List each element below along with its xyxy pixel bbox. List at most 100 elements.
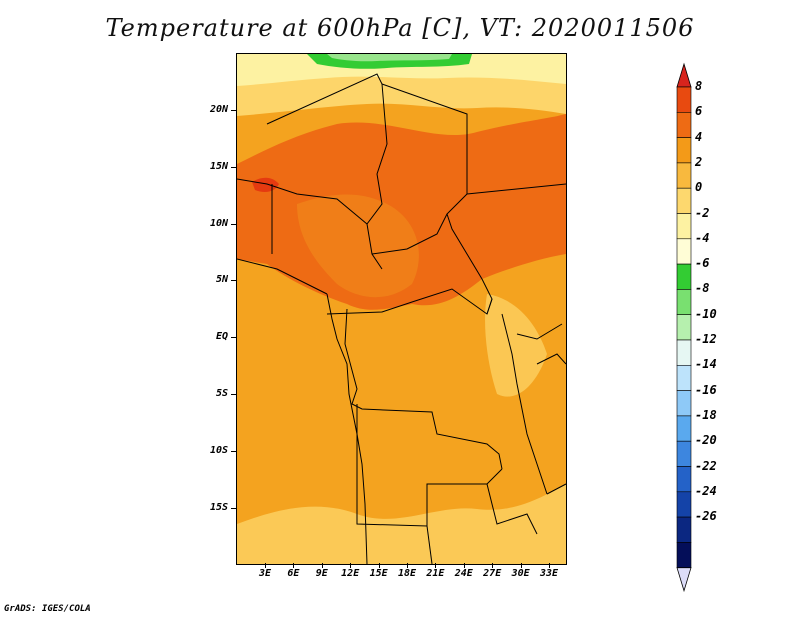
colorbar-swatch <box>676 137 692 164</box>
border-line <box>326 288 493 315</box>
colorbar-label: 0 <box>695 180 703 195</box>
colorbar-label: 2 <box>695 154 703 169</box>
lon-tick <box>293 563 295 568</box>
border-line <box>546 483 566 495</box>
colorbar-bottom-arrow <box>676 567 692 593</box>
colorbar-label: -24 <box>695 483 717 498</box>
colorbar-top-arrow <box>676 62 692 88</box>
coastline <box>326 293 368 564</box>
coastline <box>237 258 328 295</box>
temperature-map <box>236 53 567 565</box>
colorbar-swatch <box>676 390 692 417</box>
lon-tick <box>463 563 465 568</box>
colorbar-label: -4 <box>695 230 710 245</box>
lon-label: 9E <box>315 568 328 579</box>
lat-tick <box>231 223 236 225</box>
lon-label: 15E <box>369 568 388 579</box>
lat-label: 10S <box>209 444 228 456</box>
colorbar-label: -16 <box>695 382 717 397</box>
border-line <box>356 404 503 527</box>
colorbar-swatch <box>676 162 692 189</box>
lat-label: 10N <box>209 217 228 229</box>
colorbar-label: -6 <box>695 256 710 271</box>
lat-label: 20N <box>209 104 228 115</box>
colorbar-swatch <box>676 542 692 569</box>
colorbar-label: -22 <box>695 458 717 473</box>
colorbar-label: 6 <box>695 104 703 119</box>
colorbar-swatch <box>676 466 692 493</box>
colorbar-swatch <box>676 289 692 315</box>
lon-label: 21E <box>426 568 445 579</box>
lon-label: 24E <box>454 568 473 579</box>
lon-label: 33E <box>539 568 559 579</box>
colorbar-swatch <box>676 263 692 290</box>
field-dark-orange-band <box>237 114 566 310</box>
colorbar-swatch <box>676 187 692 214</box>
lat-label: 15S <box>209 501 228 513</box>
colorbar-swatch <box>676 213 692 240</box>
lon-tick <box>350 563 352 568</box>
lon-label: 6E <box>287 568 300 579</box>
lon-label: 30E <box>511 568 530 579</box>
colorbar-swatch <box>676 238 692 265</box>
chart-title: Temperature at 600hPa [C], VT: 202001150… <box>105 14 695 42</box>
lat-label: 5S <box>215 388 228 399</box>
colorbar-label: -10 <box>695 306 717 321</box>
lat-tick <box>231 507 236 509</box>
field-light-green-north <box>327 54 452 62</box>
border-line <box>426 525 433 564</box>
border-line <box>237 178 368 225</box>
credit-text: GrADS: IGES/COLA <box>4 604 91 614</box>
lat-tick <box>231 280 236 282</box>
colorbar-label: -12 <box>695 332 717 346</box>
border-line <box>371 213 448 255</box>
border-line <box>536 353 566 365</box>
colorbar-label: -2 <box>695 205 710 220</box>
colorbar-swatch <box>676 491 692 518</box>
lon-tick <box>435 563 437 568</box>
colorbar-swatch <box>676 364 692 391</box>
colorbar-swatch <box>676 415 692 442</box>
border-line <box>516 323 563 340</box>
border-line <box>501 313 548 495</box>
lon-tick <box>265 563 266 568</box>
lon-tick <box>407 563 408 568</box>
border-line <box>344 308 503 470</box>
lon-tick <box>378 563 380 568</box>
field-orange-patch <box>297 194 419 298</box>
field-light-orange-south <box>237 484 566 564</box>
lat-label: EQ <box>215 331 228 343</box>
lon-label: 18E <box>397 568 417 579</box>
lon-label: 3E <box>258 568 272 579</box>
lat-tick <box>231 450 236 452</box>
map-canvas <box>237 54 566 564</box>
lat-tick <box>231 394 236 395</box>
lon-tick <box>520 563 522 568</box>
colorbar-label: 4 <box>695 129 703 144</box>
lat-tick <box>231 166 236 168</box>
lon-label: 12E <box>341 568 360 579</box>
colorbar-label: -20 <box>695 433 717 448</box>
field-light-orange-east <box>485 294 547 397</box>
lon-tick <box>549 563 550 568</box>
border-line <box>266 73 388 270</box>
border-line <box>381 83 493 315</box>
lat-tick <box>231 110 236 111</box>
colorbar-swatch <box>676 86 692 113</box>
border-line <box>466 183 566 195</box>
colorbar-swatch <box>676 112 692 138</box>
lat-label: 15N <box>209 160 228 172</box>
lon-tick <box>321 563 323 568</box>
colorbar-label: -26 <box>695 509 717 524</box>
border-line <box>486 483 538 535</box>
colorbar-label: -8 <box>695 281 710 296</box>
lon-label: 27E <box>483 568 502 579</box>
colorbar-swatch <box>676 516 692 543</box>
colorbar-label: 8 <box>695 79 703 93</box>
lat-tick <box>231 337 236 339</box>
colorbar-swatch <box>676 339 692 366</box>
colorbar-label: -14 <box>695 357 717 372</box>
lat-label: 5N <box>215 274 228 286</box>
country-borders <box>237 73 566 564</box>
colorbar-label: -18 <box>695 407 717 422</box>
